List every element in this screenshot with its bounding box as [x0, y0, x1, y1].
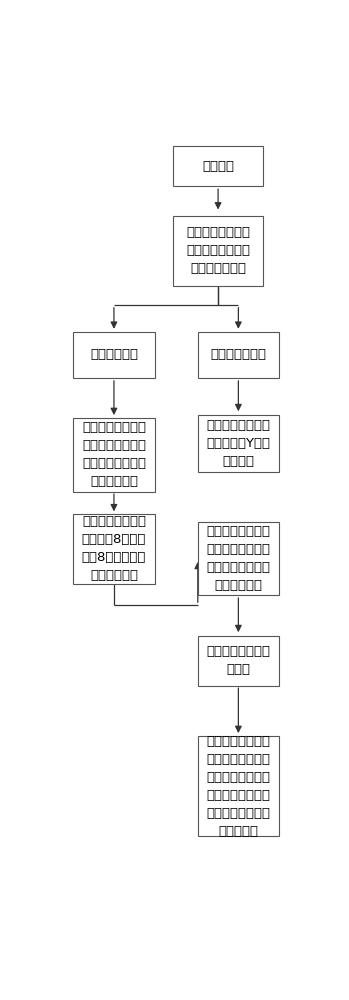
Text: 其余线段以每条线
段中心点的Y坐标
进行排列: 其余线段以每条线 段中心点的Y坐标 进行排列 [206, 419, 270, 468]
Bar [198, 736, 279, 836]
Text: 水平方向的线段按
照每条线段中心点
的坐标从上到下，
从左到右排列: 水平方向的线段按 照每条线段中心点 的坐标从上到下， 从左到右排列 [82, 421, 146, 488]
Bar [173, 216, 263, 286]
Bar [73, 418, 155, 492]
Bar [198, 636, 279, 686]
Text: 绝缘子结构中保存
了绝缘子所在区域
的最小外接矩形的
四个顶点、绝缘子
片间平均距离、绝
缘子轴方向: 绝缘子结构中保存 了绝缘子所在区域 的最小外接矩形的 四个顶点、绝缘子 片间平均… [206, 735, 270, 838]
Bar [198, 522, 279, 595]
Text: 水平方向线段: 水平方向线段 [90, 348, 138, 361]
Bar [198, 332, 279, 378]
Text: 依据绝缘子片排列
特征，以及绝缘子
片与绝缘子轴位置
关系聚类线段: 依据绝缘子片排列 特征，以及绝缘子 片与绝缘子轴位置 关系聚类线段 [206, 525, 270, 592]
Text: 输入图像: 输入图像 [202, 160, 234, 173]
Bar [198, 415, 279, 472]
Text: 识别出潜在的绝缘
子区域: 识别出潜在的绝缘 子区域 [206, 645, 270, 676]
Text: 灰度化，使用多尺
度模板提取图像中
各个方向的线段: 灰度化，使用多尺 度模板提取图像中 各个方向的线段 [186, 226, 250, 275]
Text: 将图像按水平方向
均匀分成8个块，
在这8个垂直块内
聚类水平线段: 将图像按水平方向 均匀分成8个块， 在这8个垂直块内 聚类水平线段 [82, 515, 146, 582]
Bar [173, 146, 263, 186]
Text: 其余方向的线段: 其余方向的线段 [210, 348, 266, 361]
Bar [73, 332, 155, 378]
Bar [73, 514, 155, 584]
